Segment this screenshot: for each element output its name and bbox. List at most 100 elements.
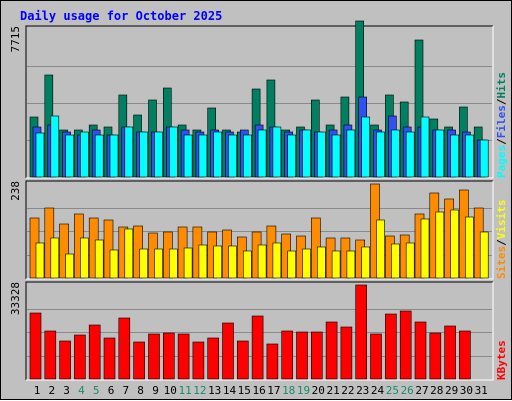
bar-visits-day-29 [450,209,459,279]
bar-pages-day-13 [213,131,222,178]
bar-kbytes-day-2 [44,330,57,380]
x-tick-label: 28 [430,384,443,397]
bar-kbytes-day-28 [429,332,442,380]
x-tick-label: 21 [326,384,339,397]
legend-item: / [495,98,508,105]
bar-pages-day-22 [346,129,356,178]
bar-visits-day-13 [213,245,222,279]
legend-item: Hits [495,72,508,99]
bar-kbytes-day-21 [325,321,338,380]
bar-pages-day-14 [228,134,237,178]
x-tick-label: 16 [252,384,265,397]
x-tick-label: 26 [401,384,414,397]
bar-sites-day-6 [103,219,114,279]
panel-border-light [26,26,494,179]
panel-visits_sites: 238 Sites/Visits [9,180,508,280]
legend-item: Sites [495,246,508,279]
bar-kbytes-day-11 [177,333,190,380]
bar-visits-day-5 [94,239,104,279]
bar-kbytes-day-17 [266,343,279,380]
bar-sites-day-3 [59,223,69,279]
bar-kbytes-day-26 [399,310,412,380]
bar-visits-day-4 [80,237,89,279]
bar-kbytes-day-5 [88,324,101,380]
bar-pages-day-17 [272,126,282,178]
bar-visits-day-7 [124,228,134,279]
x-tick-label: 31 [475,384,488,397]
bar-pages-day-28 [435,129,445,178]
legend-item: Visits [495,200,508,240]
bar-kbytes-day-8 [133,341,145,380]
bar-kbytes-day-23 [355,284,368,380]
bar-pages-day-23 [361,116,371,178]
bar-pages-day-5 [94,134,104,178]
bar-visits-day-30 [465,216,474,279]
x-tick-label: 7 [122,384,129,397]
bar-visits-day-15 [243,250,252,279]
bar-visits-day-8 [139,248,148,279]
bar-visits-day-6 [109,249,119,279]
bar-pages-day-19 [302,129,311,178]
panel-hits_files_pages: 7715 Pages/Files/Hits [9,20,508,179]
bar-kbytes-day-22 [340,326,353,380]
bar-pages-day-20 [316,131,326,178]
bar-visits-day-18 [287,250,297,279]
bar-pages-day-31 [479,139,489,178]
bar-pages-day-21 [331,134,341,178]
x-tick-label: 6 [108,384,115,397]
legend: Sites/Visits [495,200,508,280]
x-tick-label: 17 [267,384,280,397]
bar-pages-day-27 [420,116,430,178]
x-tick-label: 24 [371,384,385,397]
bar-pages-day-25 [391,129,400,178]
bar-pages-day-7 [124,126,134,178]
bar-kbytes-day-1 [29,312,42,380]
bar-kbytes-day-27 [414,321,427,380]
bar-visits-day-20 [316,246,326,279]
bar-pages-day-15 [243,134,252,178]
panel-kbytes: 33328 KBytes [9,281,508,381]
x-tick-label: 11 [178,384,191,397]
bar-kbytes-day-14 [222,322,234,380]
bar-kbytes-day-19 [296,331,308,380]
x-tick-label: 30 [460,384,473,397]
panel-border-dark [25,281,493,380]
bar-pages-day-8 [139,131,148,178]
x-axis-labels: 1 2 3 4 5 6 7 8 9 10 11 12 13 14 15 16 17 18 19 20 21 22 23 24 2… [34,384,488,397]
bar-kbytes-day-24 [370,333,382,380]
panel-border-light [26,181,494,280]
bar-pages-day-24 [376,131,385,178]
bar-pages-day-16 [257,129,267,178]
x-tick-label: 20 [312,384,325,397]
bar-visits-day-1 [35,242,45,279]
bar-visits-day-16 [257,244,267,279]
bar-kbytes-day-12 [192,341,205,380]
bar-visits-day-11 [183,247,193,279]
bar-visits-day-10 [169,248,178,279]
bar-visits-day-17 [272,242,282,279]
x-tick-label: 3 [63,384,70,397]
x-tick-label: 25 [386,384,399,397]
x-tick-label: 13 [208,384,221,397]
bar-pages-day-4 [80,131,89,178]
bar-visits-day-14 [228,245,237,279]
bar-kbytes-day-3 [59,340,71,380]
bar-pages-day-9 [154,131,163,178]
y-max-label: 7715 [9,26,22,53]
bar-kbytes-day-6 [103,337,116,380]
bar-kbytes-day-16 [251,315,264,380]
bar-visits-day-19 [302,248,311,279]
x-tick-label: 14 [223,384,237,397]
bar-pages-day-30 [465,134,474,178]
legend: Pages/Files/Hits [495,72,508,178]
x-tick-label: 10 [164,384,177,397]
bar-visits-day-12 [198,244,208,279]
bar-kbytes-day-15 [237,340,249,380]
bar-pages-day-11 [183,134,193,178]
bar-kbytes-day-30 [459,330,471,380]
x-tick-label: 29 [445,384,458,397]
x-tick-label: 19 [297,384,310,397]
bar-kbytes-day-25 [385,313,397,380]
